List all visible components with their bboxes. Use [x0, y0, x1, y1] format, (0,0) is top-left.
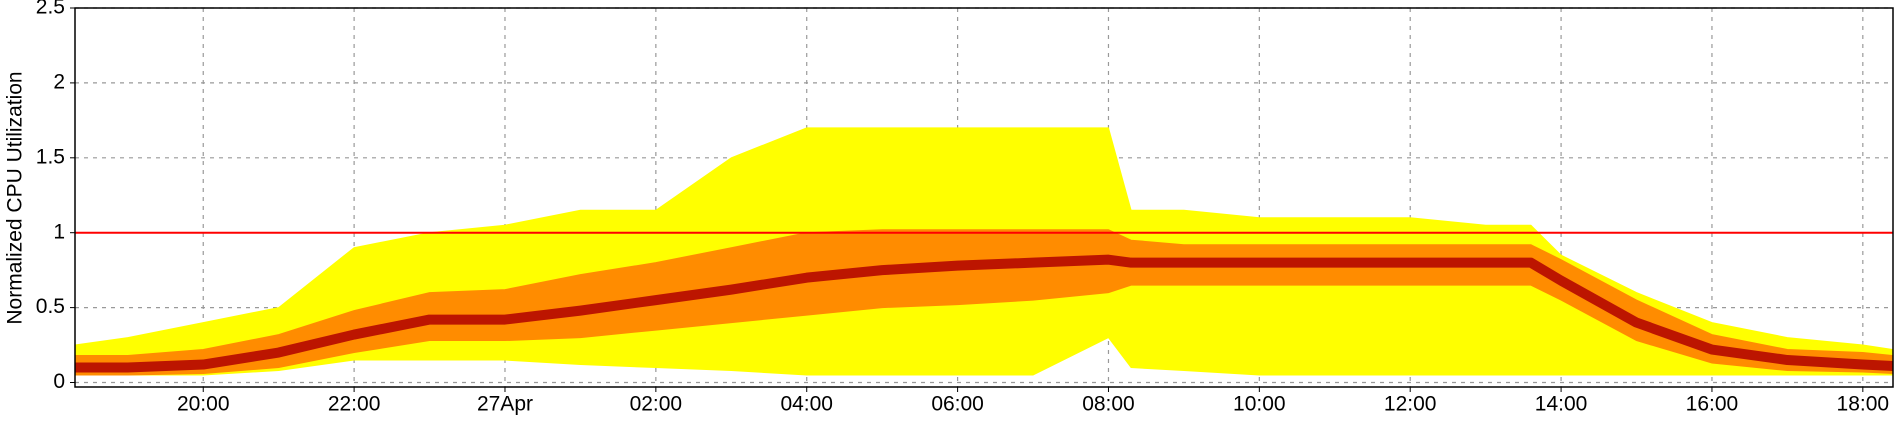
- y-tick-label: 0.5: [36, 295, 65, 318]
- x-tick-label: 02:00: [630, 393, 683, 416]
- x-tick-label: 22:00: [328, 393, 381, 416]
- y-tick-label: 2.5: [36, 0, 65, 19]
- y-tick-label: 2: [53, 70, 65, 93]
- x-tick-label: 08:00: [1082, 393, 1135, 416]
- y-axis-title: Normalized CPU Utilization: [4, 71, 27, 324]
- y-tick-label: 1: [53, 220, 65, 243]
- x-tick-label: 16:00: [1686, 393, 1739, 416]
- plot-frame: [74, 7, 1894, 388]
- y-tick-label: 0: [53, 370, 65, 393]
- x-tick-label: 06:00: [931, 393, 984, 416]
- x-tick-label: 18:00: [1837, 393, 1890, 416]
- x-tick-label: 27Apr: [477, 393, 533, 416]
- x-tick-label: 20:00: [177, 393, 230, 416]
- x-tick-label: 10:00: [1233, 393, 1286, 416]
- x-tick-label: 14:00: [1535, 393, 1588, 416]
- y-tick-label: 1.5: [36, 145, 65, 168]
- x-tick-label: 04:00: [780, 393, 833, 416]
- core-line: [75, 254, 1894, 373]
- x-tick-label: 12:00: [1384, 393, 1437, 416]
